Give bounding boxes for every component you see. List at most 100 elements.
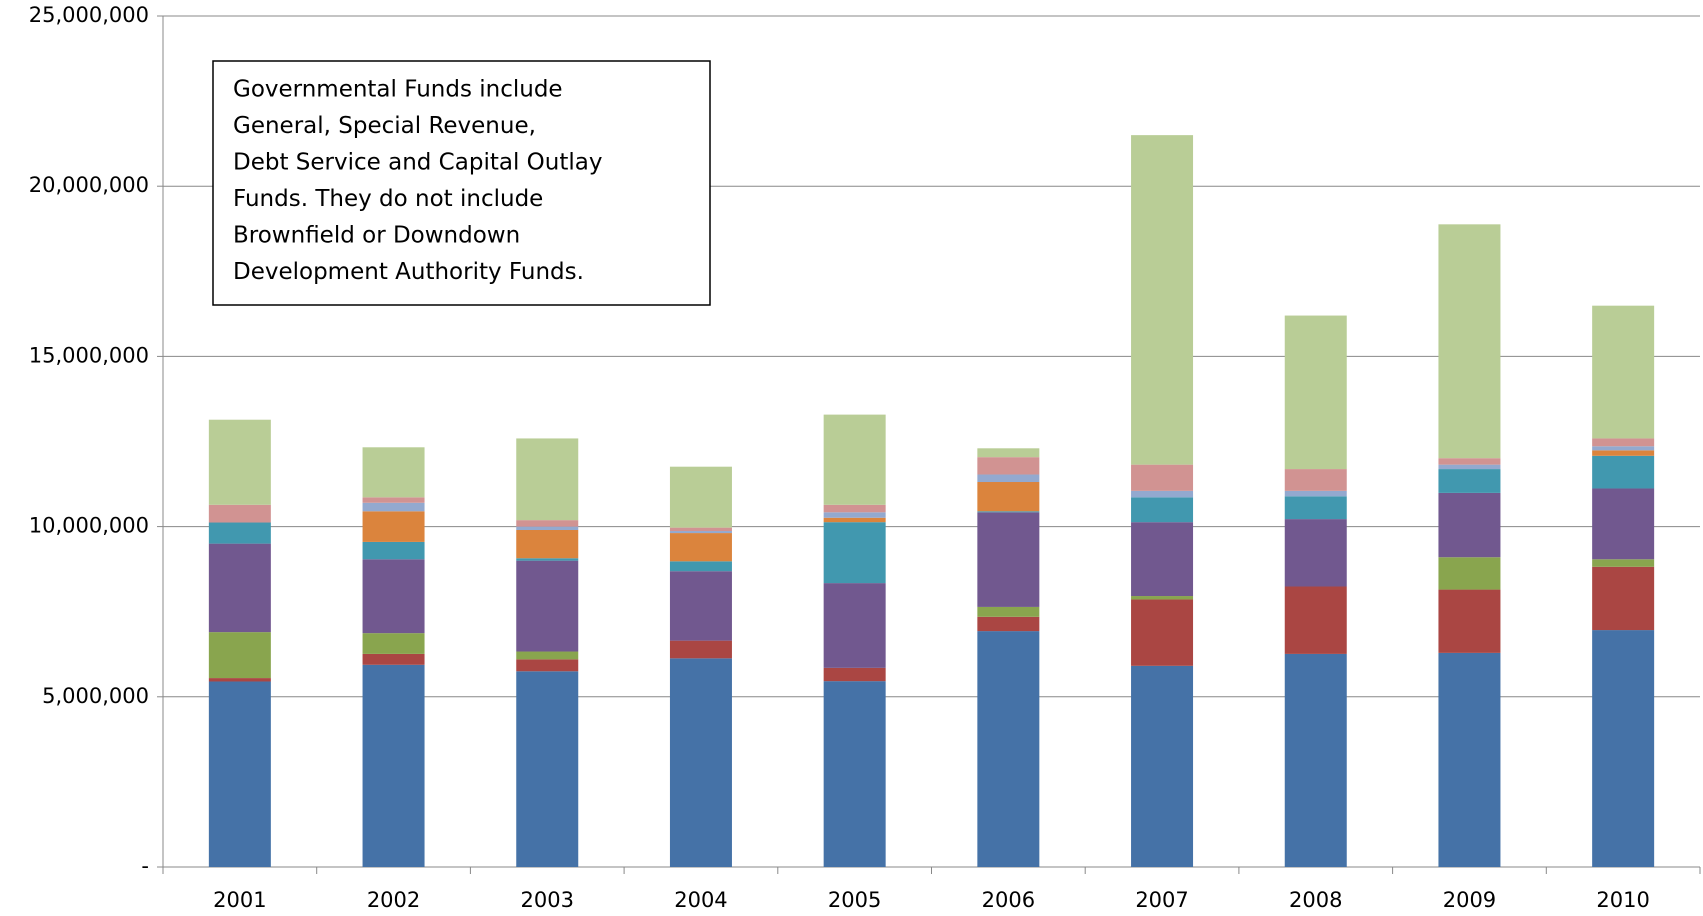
y-tick-label: 15,000,000 bbox=[29, 343, 149, 367]
bar-segment bbox=[1438, 492, 1501, 558]
bar-segment bbox=[208, 678, 271, 682]
bar-segment bbox=[977, 482, 1040, 512]
bar-segment bbox=[1592, 305, 1655, 439]
bar-segment bbox=[1131, 464, 1194, 491]
bar-segment bbox=[669, 466, 732, 528]
x-tick-label: 2008 bbox=[1289, 888, 1342, 912]
bar-segment bbox=[1438, 469, 1501, 493]
x-tick-label: 2007 bbox=[1135, 888, 1188, 912]
x-tick-label: 2004 bbox=[674, 888, 727, 912]
bar-segment bbox=[516, 560, 579, 652]
bar-segment bbox=[1592, 438, 1655, 447]
bar-segment bbox=[1131, 522, 1194, 597]
annotation-line: General, Special Revenue, bbox=[233, 113, 536, 139]
bar-segment bbox=[977, 457, 1040, 475]
bar-segment bbox=[1438, 458, 1501, 465]
bar-segment bbox=[669, 571, 732, 641]
bar-segment bbox=[1592, 455, 1655, 489]
bar-segment bbox=[516, 438, 579, 521]
bar-segment bbox=[362, 664, 425, 867]
bar-segment bbox=[1592, 559, 1655, 567]
bar-segment bbox=[1131, 665, 1194, 867]
annotation-line: Brownfield or Downdown bbox=[233, 223, 520, 249]
bar-segment bbox=[516, 526, 579, 531]
bar-segment bbox=[1284, 315, 1347, 470]
bar-segment bbox=[1131, 490, 1194, 498]
bar-segment bbox=[516, 530, 579, 559]
bar-segment bbox=[362, 511, 425, 542]
bar-segment bbox=[669, 658, 732, 867]
bar-segment bbox=[1592, 488, 1655, 560]
x-tick-label: 2005 bbox=[828, 888, 881, 912]
bar-segment bbox=[669, 531, 732, 534]
bar-segment bbox=[516, 659, 579, 672]
annotation-line: Development Authority Funds. bbox=[233, 259, 584, 285]
y-tick-label: 5,000,000 bbox=[42, 684, 149, 708]
bar-segment bbox=[1438, 464, 1501, 470]
bar-segment bbox=[1284, 496, 1347, 520]
annotation-line: Funds. They do not include bbox=[233, 186, 543, 212]
annotation-box bbox=[212, 60, 711, 306]
x-tick-label: 2006 bbox=[982, 888, 1035, 912]
annotation-line: Debt Service and Capital Outlay bbox=[233, 150, 602, 176]
bar-segment bbox=[1131, 135, 1194, 465]
bar-segment bbox=[823, 667, 886, 682]
bar-segment bbox=[362, 502, 425, 512]
y-tick-label: 10,000,000 bbox=[29, 514, 149, 538]
bar-segment bbox=[669, 561, 732, 572]
bar-segment bbox=[1284, 653, 1347, 867]
bar-segment bbox=[516, 651, 579, 660]
bar-segment bbox=[208, 522, 271, 544]
annotation-line: Governmental Funds include bbox=[233, 77, 563, 103]
bar-segment bbox=[1284, 469, 1347, 491]
bar-segment bbox=[669, 533, 732, 562]
bar-segment bbox=[823, 583, 886, 668]
x-tick-label: 2010 bbox=[1596, 888, 1649, 912]
bar-segment bbox=[977, 511, 1040, 513]
bar-segment bbox=[823, 517, 886, 523]
x-tick-label: 2003 bbox=[521, 888, 574, 912]
bar-segment bbox=[1131, 596, 1194, 600]
bar-segment bbox=[1592, 630, 1655, 867]
bar-segment bbox=[362, 653, 425, 665]
bar-segment bbox=[977, 616, 1040, 632]
y-tick-label: 20,000,000 bbox=[29, 173, 149, 197]
bar-segment bbox=[1438, 589, 1501, 653]
bar-segment bbox=[208, 632, 271, 679]
x-tick-label: 2009 bbox=[1443, 888, 1496, 912]
bar-segment bbox=[362, 633, 425, 654]
bar-segment bbox=[823, 681, 886, 867]
bar-segment bbox=[1284, 519, 1347, 587]
bar-segment bbox=[977, 606, 1040, 617]
bar-segment bbox=[977, 512, 1040, 607]
bar-segment bbox=[823, 504, 886, 513]
bar-segment bbox=[1131, 599, 1194, 666]
bar-segment bbox=[362, 541, 425, 560]
bar-segment bbox=[208, 543, 271, 633]
bar-segment bbox=[1592, 450, 1655, 456]
bar-segment bbox=[516, 671, 579, 867]
x-tick-label: 2001 bbox=[213, 888, 266, 912]
bar-segment bbox=[823, 414, 886, 505]
bar-segment bbox=[823, 522, 886, 584]
bar-segment bbox=[1284, 490, 1347, 497]
bar-segment bbox=[1284, 586, 1347, 654]
bar-segment bbox=[823, 512, 886, 518]
bar-segment bbox=[1592, 566, 1655, 631]
bar-segment bbox=[1592, 446, 1655, 451]
bar-segment bbox=[208, 681, 271, 867]
y-tick-label: - bbox=[141, 854, 149, 878]
bar-segment bbox=[977, 448, 1040, 458]
bar-segment bbox=[1131, 497, 1194, 523]
bar-segment bbox=[208, 419, 271, 505]
bar-segment bbox=[516, 558, 579, 561]
y-tick-label: 25,000,000 bbox=[29, 3, 149, 27]
bar-segment bbox=[516, 520, 579, 527]
bar-segment bbox=[977, 474, 1040, 483]
bar-segment bbox=[1438, 224, 1501, 459]
bar-segment bbox=[669, 640, 732, 659]
bar-segment bbox=[1438, 557, 1501, 590]
bar-segment bbox=[208, 504, 271, 523]
